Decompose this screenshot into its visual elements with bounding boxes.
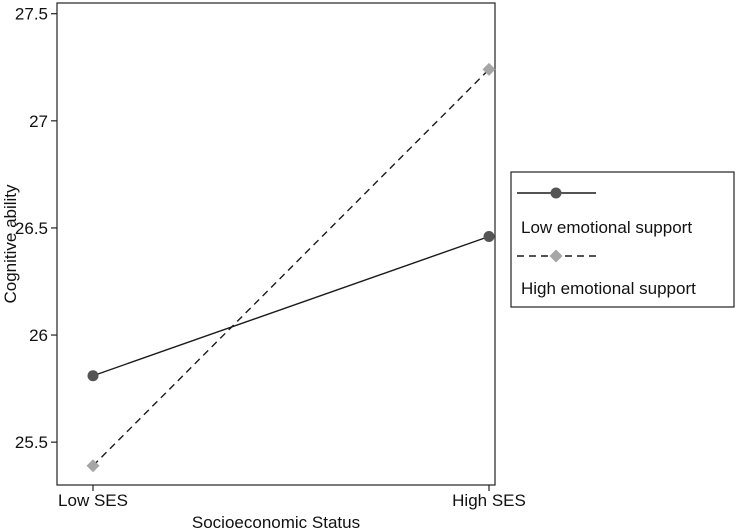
y-tick-label: 27.5 [15,5,48,24]
data-point [482,62,496,76]
y-axis-title: Cognitive ability [1,184,20,304]
series-1 [87,231,495,382]
x-tick-label: Low SES [58,491,128,510]
legend-key-marker [549,249,563,263]
legend-label: Low emotional support [521,218,692,237]
legend-box [510,171,735,308]
y-tick-label: 25.5 [15,433,48,452]
data-point [483,231,495,243]
y-tick-label: 27 [29,112,48,131]
y-tick-label: 26 [29,326,48,345]
data-point [86,459,100,473]
plot-frame [56,2,496,486]
legend-label: High emotional support [521,279,696,298]
data-point [87,370,99,382]
legend: Low emotional support High emotional supp… [510,171,735,308]
legend-key-marker [550,187,562,199]
x-axis-title: Socioeconomic Status [192,513,360,531]
y-tick-label: 26.5 [15,219,48,238]
series-2 [86,62,496,473]
x-axis: Low SES High SES [58,485,526,510]
series-layer [86,62,496,473]
y-axis: 25.5 26 26.5 27 27.5 [15,5,57,452]
series-line [92,68,490,467]
series-line [92,235,490,377]
x-tick-label: High SES [452,491,526,510]
